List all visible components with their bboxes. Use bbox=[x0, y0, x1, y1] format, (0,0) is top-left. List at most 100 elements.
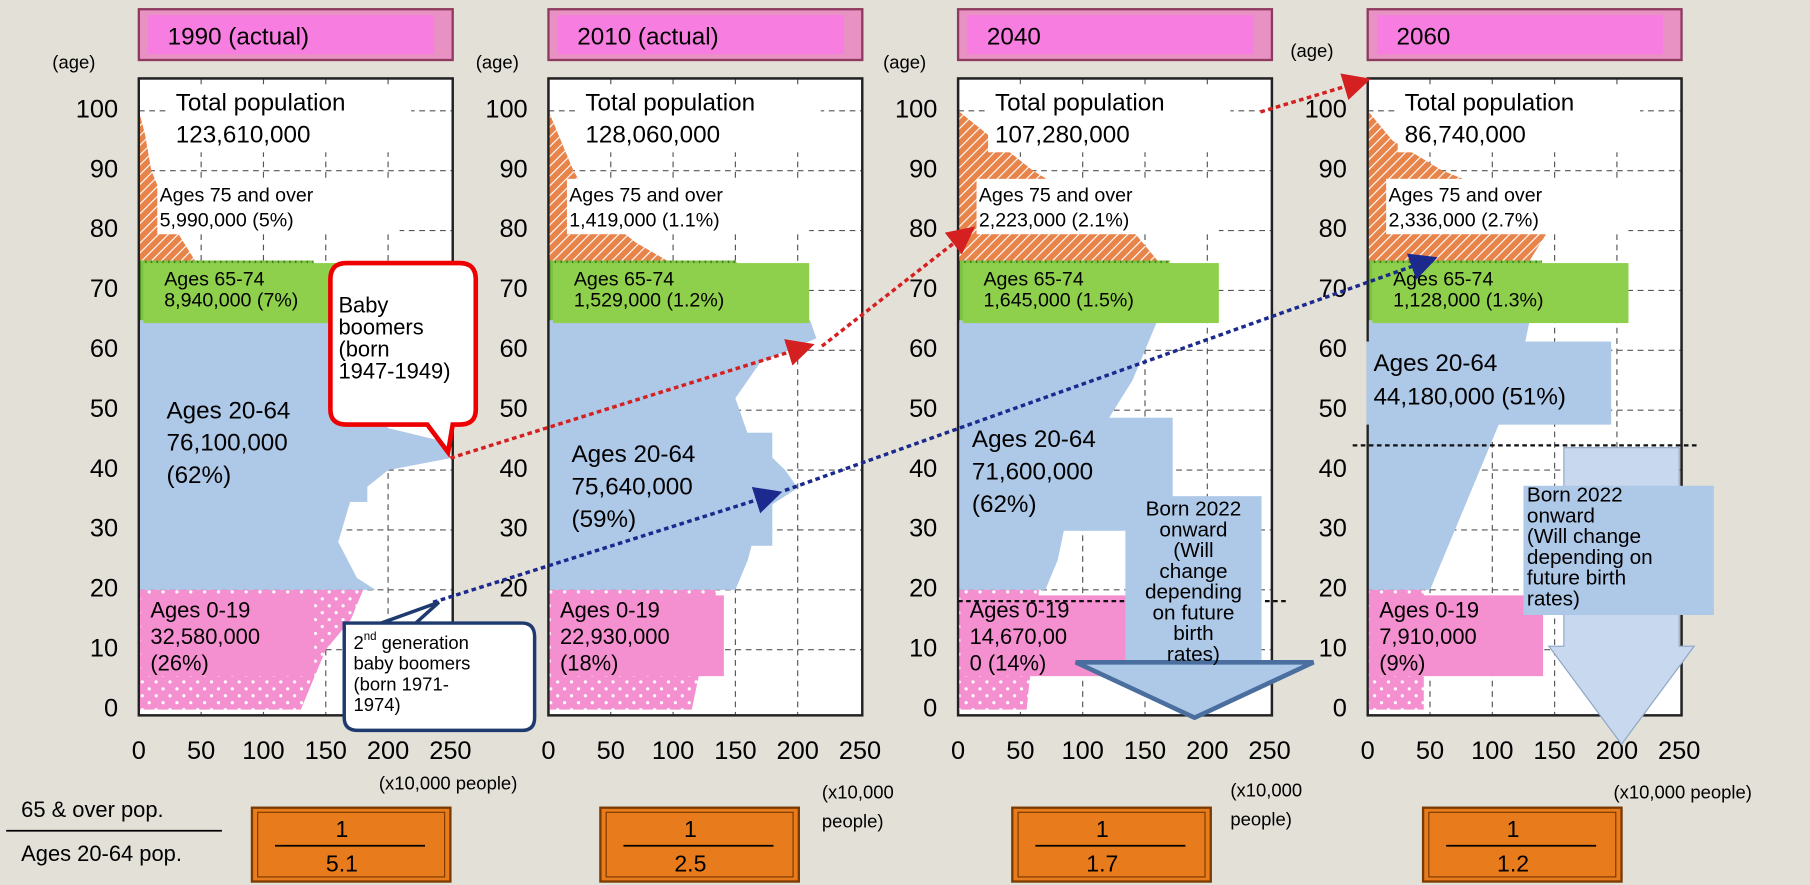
x-tick-label: 150 bbox=[1533, 737, 1575, 765]
ratio-box bbox=[250, 806, 452, 883]
age65-label: Ages 65-74 bbox=[1393, 269, 1493, 291]
x-unit-label: (x10,000 people) bbox=[379, 772, 517, 793]
age0-label: (18%) bbox=[560, 650, 618, 675]
callout-superscript: nd bbox=[364, 631, 377, 643]
age75-label: 2,223,000 (2.1%) bbox=[979, 210, 1129, 232]
age20-label: Ages 20-64 bbox=[1373, 350, 1497, 377]
x-tick-label: 200 bbox=[367, 737, 409, 765]
y-tick-label: 40 bbox=[909, 455, 937, 483]
x-tick-label: 200 bbox=[1596, 737, 1638, 765]
y-tick-label: 70 bbox=[90, 275, 118, 303]
age65-label: 1,529,000 (1.2%) bbox=[574, 289, 724, 311]
y-tick-label: 60 bbox=[909, 335, 937, 363]
cohort-arrow bbox=[1259, 73, 1371, 114]
y-tick-label: 50 bbox=[909, 395, 937, 423]
age20-label: 44,180,000 (51%) bbox=[1373, 383, 1566, 410]
total-label: Total population bbox=[1405, 89, 1575, 116]
age20-label: (62%) bbox=[167, 462, 232, 489]
total-label: 86,740,000 bbox=[1405, 122, 1526, 149]
y-tick-label: 30 bbox=[909, 515, 937, 543]
panel-title: 2010 (actual) bbox=[577, 23, 718, 50]
age65-label: 1,128,000 (1.3%) bbox=[1393, 289, 1543, 311]
y-tick-label: 40 bbox=[90, 455, 118, 483]
cohort-arrow bbox=[449, 339, 815, 460]
y-tick-label: 90 bbox=[909, 155, 937, 183]
note-text: (Will change bbox=[1527, 525, 1641, 548]
x-tick-label: 100 bbox=[652, 737, 694, 765]
x-unit-label: (x10,000 bbox=[822, 782, 894, 803]
y-tick-label: 100 bbox=[76, 95, 118, 123]
label-bg bbox=[553, 263, 810, 324]
x-tick-label: 100 bbox=[242, 737, 284, 765]
note-text: depending on bbox=[1527, 546, 1653, 569]
note-text: onward bbox=[1527, 504, 1595, 527]
age20-label: (62%) bbox=[972, 491, 1037, 518]
y-tick-label: 100 bbox=[895, 95, 937, 123]
cohort-arrow bbox=[820, 226, 976, 348]
age75-label: 2,336,000 (2.7%) bbox=[1388, 210, 1538, 232]
x-tick-label: 200 bbox=[1186, 737, 1228, 765]
ratio-denominator: 1.2 bbox=[1497, 850, 1529, 876]
x-tick-label: 200 bbox=[777, 737, 819, 765]
x-tick-label: 150 bbox=[1124, 737, 1166, 765]
age20-label: 76,100,000 bbox=[167, 430, 288, 457]
age75-label: 1,419,000 (1.1%) bbox=[569, 210, 719, 232]
total-label: 107,280,000 bbox=[995, 122, 1130, 149]
y-tick-label: 70 bbox=[499, 275, 527, 303]
x-tick-label: 50 bbox=[187, 737, 215, 765]
y-tick-label: 50 bbox=[499, 395, 527, 423]
label-bg bbox=[168, 85, 412, 153]
x-tick-label: 50 bbox=[1006, 737, 1034, 765]
total-label: 123,610,000 bbox=[176, 122, 311, 149]
y-tick-label: 90 bbox=[1319, 155, 1347, 183]
y-tick-label: 90 bbox=[499, 155, 527, 183]
total-label: 128,060,000 bbox=[585, 122, 720, 149]
label-bg bbox=[141, 595, 315, 677]
ratio-denominator: 5.1 bbox=[326, 850, 358, 876]
age0-label: Ages 0-19 bbox=[150, 597, 250, 622]
age75-label: 5,990,000 (5%) bbox=[160, 210, 294, 232]
callout-text: baby boomers bbox=[353, 652, 470, 673]
y-tick-label: 10 bbox=[90, 634, 118, 662]
y-tick-label: 70 bbox=[1319, 275, 1347, 303]
y-tick-label: 50 bbox=[90, 395, 118, 423]
x-unit-label: (x10,000 bbox=[1230, 779, 1302, 800]
age0-label: Ages 0-19 bbox=[560, 597, 660, 622]
ratio-denominator: 1.7 bbox=[1086, 850, 1118, 876]
callout-text: (born bbox=[338, 337, 389, 362]
ratio-denominator: 2.5 bbox=[674, 850, 706, 876]
age-axis-label: (age) bbox=[1290, 40, 1333, 61]
age20-label: Ages 20-64 bbox=[167, 397, 291, 424]
cohort-arrow bbox=[784, 253, 1438, 493]
age75-label: Ages 75 and over bbox=[569, 184, 723, 206]
age75-label: Ages 75 and over bbox=[1388, 184, 1542, 206]
total-label: Total population bbox=[176, 89, 346, 116]
ratio-label: 65 & over pop. bbox=[21, 797, 164, 822]
ratio-inner bbox=[1428, 811, 1617, 878]
note-text: (Will bbox=[1173, 539, 1213, 562]
label-bg bbox=[564, 432, 773, 546]
callout-text: Baby bbox=[338, 293, 388, 318]
y-tick-label: 100 bbox=[1305, 95, 1347, 123]
age0-label: (26%) bbox=[150, 650, 208, 675]
ratio-box bbox=[1011, 806, 1212, 883]
total-label: Total population bbox=[585, 89, 755, 116]
y-tick-label: 100 bbox=[485, 95, 527, 123]
age20-label: Ages 20-64 bbox=[972, 426, 1096, 453]
age0-label: 7,910,000 bbox=[1379, 624, 1476, 649]
x-unit-label: people) bbox=[1230, 808, 1292, 829]
label-bg bbox=[1366, 341, 1612, 425]
label-bg bbox=[1386, 178, 1629, 235]
panel-title: 1990 (actual) bbox=[168, 23, 309, 50]
age75-label: Ages 75 and over bbox=[979, 184, 1133, 206]
title-box bbox=[967, 15, 1254, 55]
y-tick-label: 10 bbox=[909, 634, 937, 662]
note-box bbox=[1523, 485, 1714, 615]
note-text: future birth bbox=[1527, 567, 1626, 590]
x-unit-label: people) bbox=[822, 811, 884, 832]
age20-label: 71,600,000 bbox=[972, 458, 1093, 485]
label-bg bbox=[962, 263, 1219, 324]
age20-label: Ages 20-64 bbox=[572, 441, 696, 468]
x-tick-label: 100 bbox=[1471, 737, 1513, 765]
